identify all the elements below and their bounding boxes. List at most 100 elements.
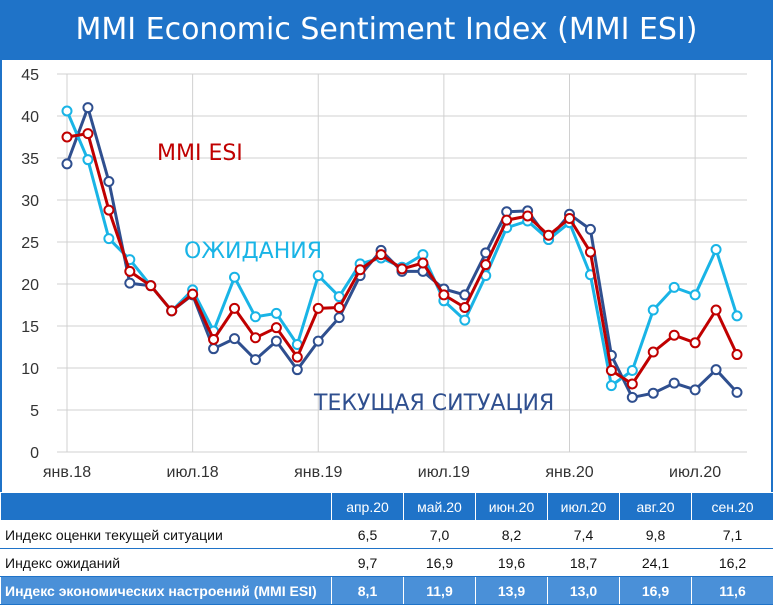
data-point (439, 290, 448, 299)
data-point (481, 260, 490, 269)
data-point (398, 264, 407, 273)
data-point (523, 211, 532, 220)
table-cell: 9,8 (620, 521, 692, 549)
column-header: сен.20 (692, 493, 773, 521)
data-point (670, 283, 679, 292)
data-point (733, 350, 742, 359)
x-tick-label: июл.19 (418, 464, 470, 481)
y-tick-label: 5 (30, 403, 39, 420)
data-point (628, 366, 637, 375)
data-point (188, 290, 197, 299)
y-tick-label: 35 (21, 151, 39, 168)
series-line (67, 134, 737, 384)
data-point (712, 365, 721, 374)
table-row-highlight: Индекс экономических настроений (MMI ESI… (1, 577, 773, 605)
data-point (460, 316, 469, 325)
table-cell: 11,9 (404, 577, 476, 605)
table-cell: 13,9 (476, 577, 548, 605)
data-point (418, 259, 427, 268)
table-cell: 8,2 (476, 521, 548, 549)
data-point (691, 385, 700, 394)
data-point (104, 177, 113, 186)
data-point (167, 306, 176, 315)
series-annotation: ОЖИДАНИЯ (184, 239, 322, 264)
x-tick-label: июл.18 (167, 464, 219, 481)
table-cell: 7,1 (692, 521, 773, 549)
y-tick-label: 25 (21, 235, 39, 252)
y-tick-label: 0 (30, 445, 39, 462)
data-point (293, 353, 302, 362)
data-point (649, 306, 658, 315)
data-point (356, 265, 365, 274)
data-point (460, 303, 469, 312)
data-point (335, 303, 344, 312)
series-annotation: MMI ESI (157, 141, 243, 166)
data-point (272, 309, 281, 318)
data-point (565, 214, 574, 223)
data-point (63, 133, 72, 142)
data-point (670, 379, 679, 388)
column-header: июн.20 (476, 493, 548, 521)
table-header-row: апр.20 май.20 июн.20 июл.20 авг.20 сен.2… (1, 493, 773, 521)
table-cell: 9,7 (332, 549, 404, 577)
y-tick-label: 20 (21, 277, 39, 294)
data-point (272, 337, 281, 346)
data-point (649, 348, 658, 357)
column-header: май.20 (404, 493, 476, 521)
y-tick-label: 40 (21, 109, 39, 126)
table-cell: 7,0 (404, 521, 476, 549)
row-label: Индекс оценки текущей ситуации (1, 521, 332, 549)
data-point (712, 245, 721, 254)
data-point (733, 388, 742, 397)
data-point (83, 103, 92, 112)
table-cell: 16,9 (620, 577, 692, 605)
data-point (691, 290, 700, 299)
y-tick-label: 30 (21, 193, 39, 210)
data-point (104, 206, 113, 215)
data-point (209, 344, 218, 353)
data-point (314, 271, 323, 280)
data-point (125, 267, 134, 276)
table-cell: 16,9 (404, 549, 476, 577)
data-point (83, 129, 92, 138)
x-tick-label: июл.20 (669, 464, 721, 481)
data-point (104, 234, 113, 243)
table-cell: 6,5 (332, 521, 404, 549)
data-point (586, 225, 595, 234)
data-point (691, 338, 700, 347)
data-point (230, 304, 239, 313)
data-point (733, 311, 742, 320)
data-point (628, 393, 637, 402)
data-point (83, 155, 92, 164)
data-point (649, 389, 658, 398)
x-tick-label: янв.20 (545, 464, 593, 481)
table-row: Индекс ожиданий 9,7 16,9 19,6 18,7 24,1 … (1, 549, 773, 577)
column-header: июл.20 (548, 493, 620, 521)
data-point (628, 379, 637, 388)
data-point (125, 279, 134, 288)
data-point (230, 273, 239, 282)
table-cell: 24,1 (620, 549, 692, 577)
y-tick-label: 10 (21, 361, 39, 378)
data-point (712, 306, 721, 315)
table-row: Индекс оценки текущей ситуации 6,5 7,0 8… (1, 521, 773, 549)
data-point (607, 381, 616, 390)
data-table: апр.20 май.20 июн.20 июл.20 авг.20 сен.2… (0, 492, 773, 605)
data-point (670, 331, 679, 340)
data-point (544, 231, 553, 240)
row-label: Индекс ожиданий (1, 549, 332, 577)
data-point (272, 323, 281, 332)
data-point (251, 333, 260, 342)
row-label: Индекс экономических настроений (MMI ESI… (1, 577, 332, 605)
title-bar: MMI Economic Sentiment Index (MMI ESI) (0, 0, 773, 60)
table-corner (1, 493, 332, 521)
data-point (251, 312, 260, 321)
table-cell: 8,1 (332, 577, 404, 605)
data-point (377, 250, 386, 259)
data-point (314, 337, 323, 346)
data-point (607, 366, 616, 375)
data-point (293, 365, 302, 374)
x-tick-label: янв.18 (43, 464, 91, 481)
